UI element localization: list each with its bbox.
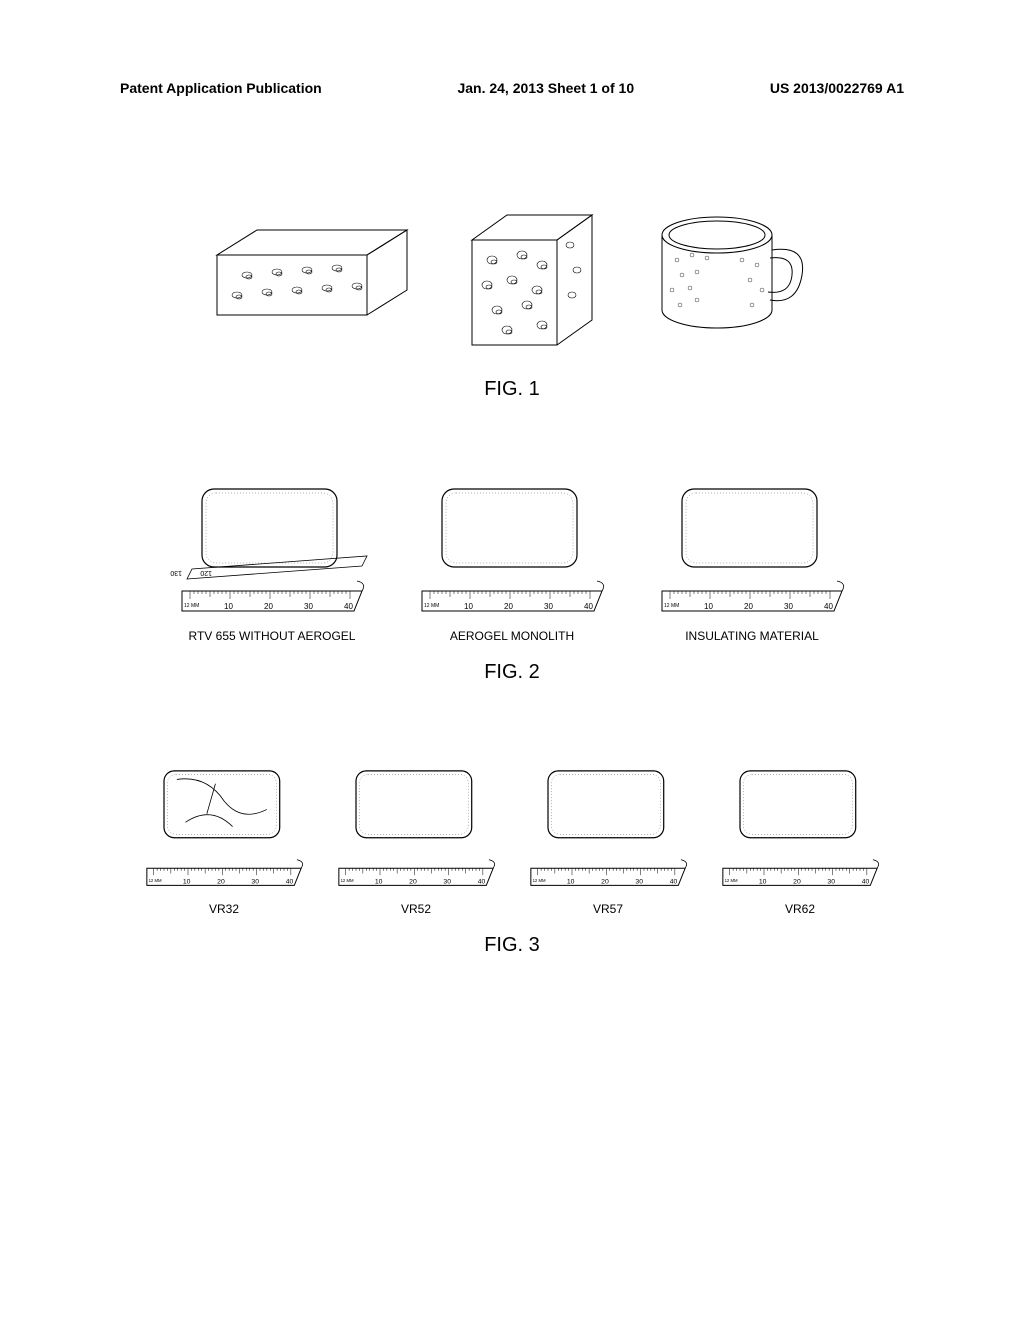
fig3-caption: FIG. 3: [484, 934, 540, 957]
fig3-row: 10 20 30 40 12 MM VR32 10 20 30 40 12 MM VR52 10…: [120, 764, 904, 916]
fig3-label-2: VR52: [401, 902, 431, 916]
svg-text:20: 20: [409, 879, 417, 886]
svg-text:40: 40: [286, 879, 294, 886]
svg-text:20: 20: [793, 879, 801, 886]
svg-text:20: 20: [264, 602, 273, 611]
fig1-panel-1: [202, 200, 422, 360]
svg-text:20: 20: [601, 879, 609, 886]
svg-text:120: 120: [200, 569, 212, 576]
shape-flat-box: [202, 200, 422, 340]
fig2-row: 1201301401020304012 MM RTV 655 WITHOUT A…: [120, 481, 904, 643]
fig2-label-3: INSULATING MATERIAL: [685, 629, 819, 643]
content: FIG. 1 1201301401020304012 MM RTV 655 WI…: [120, 170, 904, 1240]
fig1-caption: FIG. 1: [484, 378, 540, 401]
fig2-svg-3: 10 20 30 40 12 MM: [647, 481, 857, 621]
fig2-panel-3: 10 20 30 40 12 MM INSULATING MATERIAL: [647, 481, 857, 643]
shape-tall-box: [452, 200, 612, 360]
fig1-panel-3: [642, 200, 822, 360]
fig3-svg-4: 10 20 30 40 12 MM: [710, 764, 890, 894]
svg-text:12 MM: 12 MM: [424, 603, 439, 609]
fig2-label-2: AEROGEL MONOLITH: [450, 629, 574, 643]
svg-text:10: 10: [183, 879, 191, 886]
svg-text:30: 30: [784, 602, 793, 611]
figure-2: 1201301401020304012 MM RTV 655 WITHOUT A…: [120, 481, 904, 684]
svg-text:40: 40: [478, 879, 486, 886]
header-left: Patent Application Publication: [120, 80, 322, 96]
svg-text:130: 130: [170, 569, 182, 576]
svg-text:10: 10: [704, 602, 713, 611]
fig3-label-1: VR32: [209, 902, 239, 916]
header-center: Jan. 24, 2013 Sheet 1 of 10: [457, 80, 634, 96]
svg-text:12 MM: 12 MM: [184, 603, 199, 609]
fig2-label-1: RTV 655 WITHOUT AEROGEL: [189, 629, 356, 643]
fig3-panel-1: 10 20 30 40 12 MM VR32: [134, 764, 314, 916]
svg-text:40: 40: [670, 879, 678, 886]
fig2-panel-1: 1201301401020304012 MM RTV 655 WITHOUT A…: [167, 481, 377, 643]
svg-text:30: 30: [251, 879, 259, 886]
svg-text:10: 10: [375, 879, 383, 886]
svg-text:40: 40: [862, 879, 870, 886]
svg-text:10: 10: [224, 602, 233, 611]
fig3-label-3: VR57: [593, 902, 623, 916]
fig1-panel-2: [452, 200, 612, 360]
shape-mug: [642, 200, 822, 340]
fig3-svg-3: 10 20 30 40 12 MM: [518, 764, 698, 894]
fig3-label-4: VR62: [785, 902, 815, 916]
svg-text:30: 30: [827, 879, 835, 886]
svg-text:30: 30: [635, 879, 643, 886]
fig3-svg-1: 10 20 30 40 12 MM: [134, 764, 314, 894]
svg-text:12 MM: 12 MM: [664, 603, 679, 609]
svg-text:40: 40: [344, 602, 353, 611]
svg-text:30: 30: [304, 602, 313, 611]
header-right: US 2013/0022769 A1: [770, 80, 904, 96]
svg-text:20: 20: [217, 879, 225, 886]
svg-text:30: 30: [544, 602, 553, 611]
figure-3: 10 20 30 40 12 MM VR32 10 20 30 40 12 MM VR52 10…: [120, 764, 904, 957]
svg-text:40: 40: [584, 602, 593, 611]
svg-text:20: 20: [744, 602, 753, 611]
fig3-panel-3: 10 20 30 40 12 MM VR57: [518, 764, 698, 916]
svg-text:10: 10: [464, 602, 473, 611]
figure-1: FIG. 1: [120, 200, 904, 401]
svg-text:12 MM: 12 MM: [341, 878, 354, 883]
svg-text:30: 30: [443, 879, 451, 886]
svg-text:20: 20: [504, 602, 513, 611]
svg-text:10: 10: [567, 879, 575, 886]
fig3-svg-2: 10 20 30 40 12 MM: [326, 764, 506, 894]
svg-text:12 MM: 12 MM: [533, 878, 546, 883]
fig2-svg-2: 10 20 30 40 12 MM: [407, 481, 617, 621]
page-header: Patent Application Publication Jan. 24, …: [0, 80, 1024, 96]
fig2-svg-1: 1201301401020304012 MM: [167, 481, 377, 621]
fig3-panel-2: 10 20 30 40 12 MM VR52: [326, 764, 506, 916]
fig1-row: [120, 200, 904, 360]
fig2-panel-2: 10 20 30 40 12 MM AEROGEL MONOLITH: [407, 481, 617, 643]
svg-text:12 MM: 12 MM: [725, 878, 738, 883]
fig2-caption: FIG. 2: [484, 661, 540, 684]
svg-text:12 MM: 12 MM: [149, 878, 162, 883]
svg-text:10: 10: [759, 879, 767, 886]
fig3-panel-4: 10 20 30 40 12 MM VR62: [710, 764, 890, 916]
svg-text:40: 40: [824, 602, 833, 611]
